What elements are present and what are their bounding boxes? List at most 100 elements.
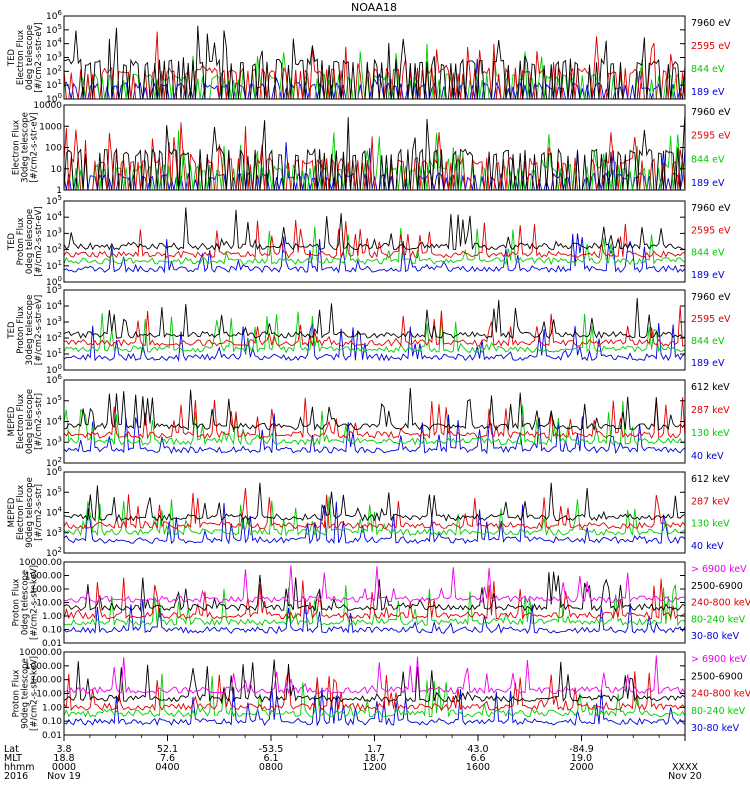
- x-row-label: Lat: [4, 744, 19, 755]
- legend-entry: 240-800 keV: [691, 689, 750, 700]
- y-tick-label: 104: [46, 37, 62, 50]
- x-tick-label: 0000: [52, 762, 76, 773]
- x-tick-label: 3.8: [56, 744, 71, 755]
- series-line-240-800-kev: [63, 671, 686, 712]
- legend-entry: 7960 eV: [691, 18, 731, 29]
- y-tick-label: 10.00: [36, 599, 62, 609]
- series-line-844-ev: [63, 311, 686, 354]
- y-axis-label-line: 0deg telescope: [21, 570, 31, 635]
- y-tick-label: 102: [46, 331, 62, 344]
- legend-entry: 844 eV: [691, 154, 725, 165]
- series-line-130-kev: [63, 401, 686, 446]
- y-tick-label: 100.00: [31, 585, 63, 595]
- y-axis-label-line: TED: [7, 321, 17, 340]
- y-tick-label: 106: [46, 465, 62, 478]
- figure-title: NOAA18: [351, 1, 397, 14]
- y-tick-label: 1.00: [42, 612, 62, 622]
- legend-entry: 844 eV: [691, 64, 725, 75]
- legend-entry: 2500-6900: [691, 581, 743, 592]
- panel-2-traces: [63, 113, 686, 191]
- legend-entry: 612 keV: [691, 382, 730, 393]
- series-line-844-ev: [63, 226, 686, 266]
- legend-entry: 40 keV: [691, 541, 724, 552]
- x-tick-label: 0800: [259, 762, 283, 773]
- x-tick-label: 52.1: [157, 744, 178, 755]
- y-tick-label: 0.10: [42, 717, 62, 727]
- y-tick-label: 102: [46, 546, 62, 559]
- y-tick-label: 102: [46, 456, 62, 469]
- panel-7: 0.01 0.10 1.00 10.00 100.00 1000.00 10000.00 Pr…: [12, 558, 750, 649]
- legend-entry: 612 keV: [691, 474, 730, 485]
- y-tick-label: 101: [46, 78, 62, 91]
- panel-5-frame: [63, 379, 686, 464]
- legend-entry: 2500-6900: [691, 671, 743, 682]
- legend-entry: 40 keV: [691, 451, 724, 462]
- y-tick-label: 10: [51, 165, 63, 175]
- legend-entry: 240-800 keV: [691, 598, 750, 609]
- panel-1-frame: [63, 15, 686, 100]
- y-tick-label: 0.01: [42, 639, 62, 649]
- legend-entry: 844 eV: [691, 336, 725, 347]
- y-axis-label-line: 0deg telescope: [25, 25, 35, 90]
- y-axis-label-line: Electron Flux: [16, 30, 26, 85]
- x-tick-label: 0400: [155, 762, 179, 773]
- y-axis-label-line: Proton Flux: [12, 670, 22, 718]
- y-tick-label: 10.00: [36, 690, 62, 700]
- y-tick-label: 1000.00: [25, 662, 62, 672]
- series-line-612-kev: [63, 387, 686, 432]
- x-tick-label: 18.8: [53, 753, 74, 764]
- y-tick-label: 104: [46, 210, 62, 223]
- x-tick-label: Nov 20: [668, 771, 702, 782]
- y-axis-label-line: 30deg telescope: [25, 295, 35, 366]
- panel-8-frame: [63, 651, 686, 736]
- y-tick-label: 100: [46, 275, 62, 288]
- legend-entry: 80-240 keV: [691, 706, 746, 717]
- series-line-189-ev: [63, 322, 686, 362]
- legend-entry: 2595 eV: [691, 41, 731, 52]
- series-line-2595-ev: [63, 219, 686, 260]
- legend-entry: 80-240 keV: [691, 614, 746, 625]
- series-line--6900-kev: [63, 655, 686, 695]
- x-tick-label: -53.5: [259, 744, 284, 755]
- panel-3-frame: [63, 200, 686, 283]
- legend-entry: 7960 eV: [691, 203, 731, 214]
- y-axis-label-line: MEPED: [7, 497, 17, 527]
- series-line-130-kev: [63, 496, 686, 537]
- panel-5-traces: [63, 387, 686, 455]
- y-axis-label-line: 0deg telescope: [25, 389, 35, 454]
- series-line-7960-ev: [63, 297, 686, 340]
- y-tick-label: 1000: [39, 122, 62, 132]
- series-line-2595-ev: [63, 31, 686, 100]
- y-tick-label: 105: [46, 485, 62, 498]
- y-tick-label: 103: [46, 526, 62, 539]
- y-tick-label: 1.00: [42, 703, 62, 713]
- x-tick-label: 6.1: [263, 753, 278, 764]
- y-tick-label: 104: [46, 506, 62, 519]
- y-tick-label: 106: [46, 373, 62, 386]
- x-tick-label: XXXX: [672, 762, 699, 773]
- y-axis-label-line: TED: [7, 48, 17, 67]
- y-tick-label: 102: [46, 64, 62, 77]
- y-tick-label: 103: [46, 226, 62, 239]
- y-axis-label-line: [#/cm2-s-str-eV]: [34, 22, 44, 92]
- y-tick-label: 103: [46, 51, 62, 64]
- legend-entry: 30-80 keV: [691, 723, 740, 734]
- y-tick-label: 100.00: [31, 676, 63, 686]
- legend-entry: 2595 eV: [691, 131, 731, 142]
- panel-3-traces: [63, 207, 686, 274]
- y-axis-label-line: TED: [7, 232, 17, 251]
- y-tick-label: 105: [46, 283, 62, 296]
- y-axis-label-line: MEPED: [7, 406, 17, 436]
- x-tick-label: 1.7: [367, 744, 382, 755]
- x-row-label: MLT: [4, 753, 22, 764]
- y-tick-label: 105: [46, 194, 62, 207]
- y-tick-label: 104: [46, 299, 62, 312]
- series-line-2595-ev: [63, 306, 686, 347]
- y-tick-label: 103: [46, 435, 62, 448]
- panel-8-traces: [63, 655, 686, 727]
- y-axis-label-line: [#/cm2-s-str-keV]: [30, 565, 40, 640]
- series-line-40-kev: [63, 501, 686, 545]
- y-tick-label: 104: [46, 415, 62, 428]
